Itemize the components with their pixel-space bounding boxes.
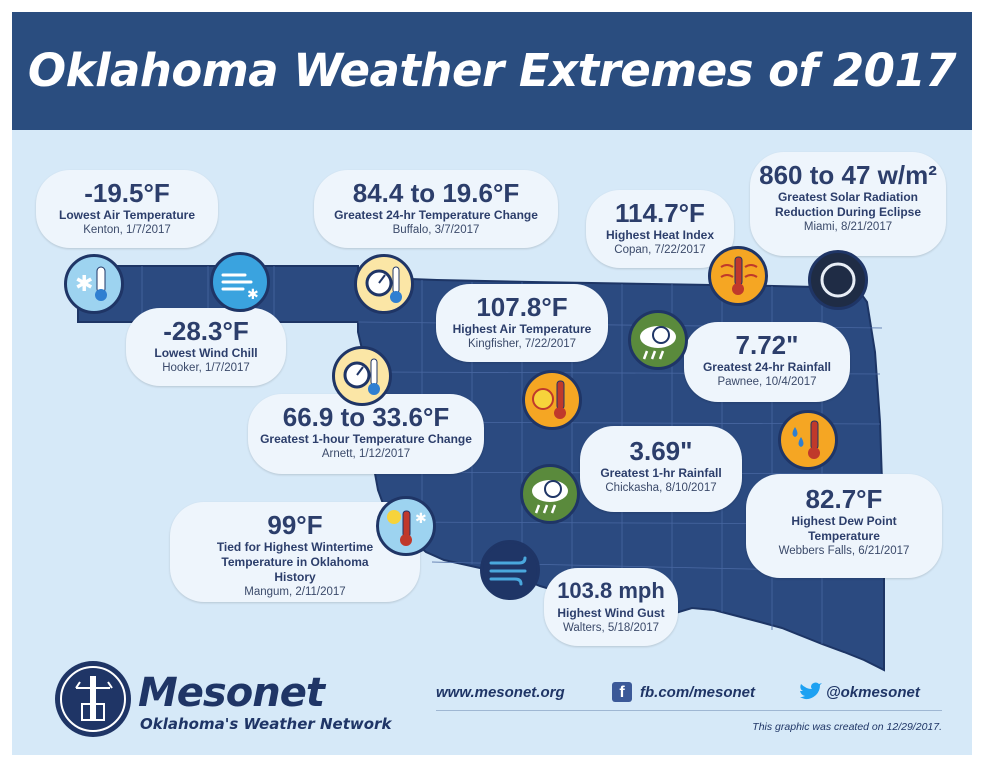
extreme-title: Highest Heat Index — [605, 228, 715, 242]
extreme-value: -19.5°F — [84, 178, 170, 208]
extreme-lowest-air-temp: -19.5°F Lowest Air Temperature Kenton, 1… — [36, 170, 218, 248]
page-title: Oklahoma Weather Extremes of 2017 — [27, 44, 957, 97]
infographic: Oklahoma Weather Extremes of 2017 -19.5°… — [12, 12, 972, 755]
wind-snow-icon: ✱ — [210, 252, 270, 312]
extreme-value: 82.7°F — [805, 484, 883, 514]
gauge-thermometer-icon — [354, 254, 414, 314]
extreme-title: Greatest 1-hour Temperature Change — [260, 432, 472, 446]
extreme-location: Buffalo, 3/7/2017 — [392, 224, 480, 236]
creation-credit: This graphic was created on 12/29/2017. — [752, 721, 942, 733]
eclipse-icon — [808, 250, 868, 310]
brand-tagline: Oklahoma's Weather Network — [140, 715, 392, 733]
rain-gauge-icon — [628, 310, 688, 370]
extreme-location: Hooker, 1/7/2017 — [162, 362, 250, 374]
extreme-dew-point: 82.7°F Highest Dew Point Temperature Web… — [746, 474, 942, 578]
extreme-title: Lowest Wind Chill — [154, 346, 258, 360]
twitter-link[interactable]: @okmesonet — [826, 684, 920, 701]
extreme-title: Lowest Air Temperature — [58, 208, 196, 222]
extreme-value: 66.9 to 33.6°F — [282, 402, 450, 432]
extreme-location: Mangum, 2/11/2017 — [244, 586, 346, 598]
extreme-24hr-temp-change: 84.4 to 19.6°F Greatest 24-hr Temperatur… — [314, 170, 558, 248]
extreme-location: Copan, 7/22/2017 — [614, 244, 706, 256]
extreme-1hr-temp-change: 66.9 to 33.6°F Greatest 1-hour Temperatu… — [248, 394, 484, 474]
dewpoint-thermometer-icon — [778, 410, 838, 470]
extreme-location: Walters, 5/18/2017 — [562, 622, 660, 634]
header-banner: Oklahoma Weather Extremes of 2017 — [12, 12, 972, 130]
extreme-location: Miami, 8/21/2017 — [803, 221, 893, 233]
sun-thermometer-icon — [522, 370, 582, 430]
extreme-location: Kingfisher, 7/22/2017 — [467, 338, 577, 350]
extreme-location: Arnett, 1/12/2017 — [321, 448, 411, 460]
extreme-location: Pawnee, 10/4/2017 — [717, 376, 817, 388]
gauge-thermometer-icon — [332, 346, 392, 406]
rain-gauge-icon — [520, 464, 580, 524]
website-link[interactable]: www.mesonet.org — [436, 684, 565, 701]
extreme-location: Webbers Falls, 6/21/2017 — [778, 545, 910, 557]
heat-thermometer-icon — [708, 246, 768, 306]
extreme-highest-air-temp: 107.8°F Highest Air Temperature Kingfish… — [436, 284, 608, 362]
svg-text:✱: ✱ — [247, 286, 259, 302]
extreme-heat-index: 114.7°F Highest Heat Index Copan, 7/22/2… — [586, 190, 734, 268]
extreme-value: 860 to 47 w/m² — [759, 160, 937, 190]
wind-icon — [480, 540, 540, 600]
extreme-title: Tied for Highest Wintertime Temperature … — [216, 540, 374, 584]
extreme-title: Greatest 24-hr Rainfall — [702, 360, 832, 374]
mesonet-logo-icon — [55, 661, 131, 737]
extreme-title: Greatest 1-hr Rainfall — [600, 466, 722, 480]
extreme-title: Highest Wind Gust — [557, 606, 665, 620]
facebook-icon[interactable]: f — [612, 682, 632, 702]
extreme-title: Highest Dew Point Temperature — [791, 514, 897, 543]
facebook-link[interactable]: fb.com/mesonet — [640, 684, 756, 701]
extreme-value: 103.8 mph — [557, 578, 665, 603]
extreme-title: Greatest 24-hr Temperature Change — [334, 208, 538, 222]
extreme-lowest-wind-chill: -28.3°F Lowest Wind Chill Hooker, 1/7/20… — [126, 308, 286, 386]
extreme-1hr-rainfall: 3.69" Greatest 1-hr Rainfall Chickasha, … — [580, 426, 742, 512]
svg-text:✱: ✱ — [75, 271, 93, 296]
extreme-value: 3.69" — [629, 436, 693, 466]
extreme-value: 107.8°F — [476, 292, 568, 322]
extreme-location: Kenton, 1/7/2017 — [83, 224, 171, 236]
extreme-value: 7.72" — [735, 330, 799, 360]
extreme-location: Chickasha, 8/10/2017 — [605, 482, 717, 494]
extreme-value: 114.7°F — [615, 198, 705, 228]
extreme-wind-gust: 103.8 mph Highest Wind Gust Walters, 5/1… — [544, 568, 678, 646]
extreme-value: -28.3°F — [163, 316, 249, 346]
twitter-icon[interactable] — [798, 682, 822, 702]
extreme-value: 84.4 to 19.6°F — [352, 178, 520, 208]
sun-snow-thermometer-icon: ✱ — [376, 496, 436, 556]
extreme-solar-radiation: 860 to 47 w/m² Greatest Solar Radiation … — [750, 152, 946, 256]
extreme-title: Highest Air Temperature — [452, 322, 592, 336]
snowflake-thermometer-icon: ✱ — [64, 254, 124, 314]
svg-text:✱: ✱ — [415, 510, 427, 526]
extreme-24hr-rainfall: 7.72" Greatest 24-hr Rainfall Pawnee, 10… — [684, 322, 850, 402]
brand-name: Mesonet — [138, 670, 325, 716]
extreme-value: 99°F — [267, 510, 323, 540]
footer-divider — [436, 710, 942, 711]
extreme-title: Greatest Solar Radiation Reduction Durin… — [774, 190, 921, 219]
